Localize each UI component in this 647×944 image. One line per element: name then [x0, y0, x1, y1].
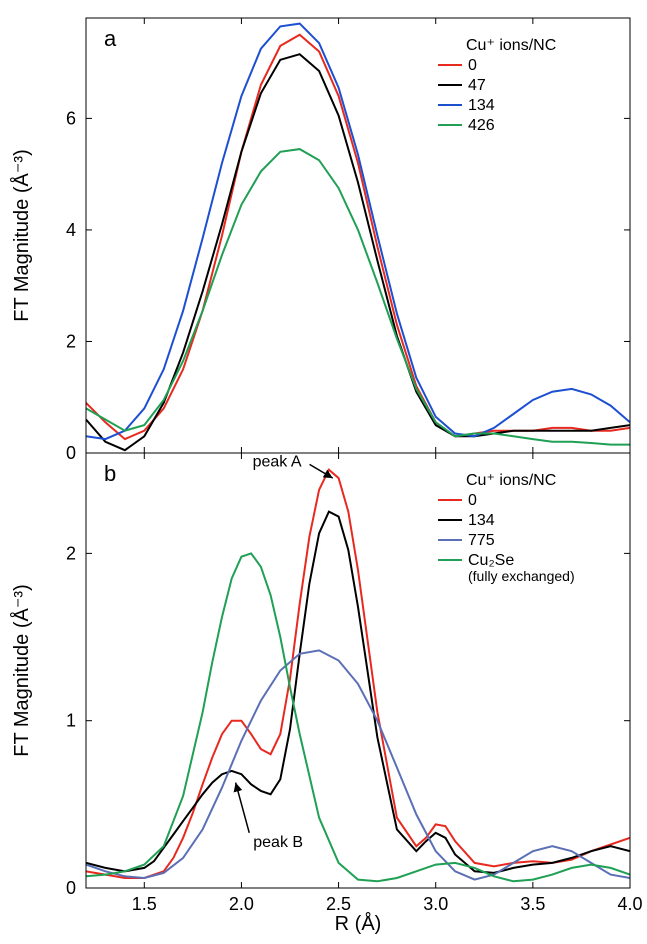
series-0: [86, 470, 630, 878]
svg-text:0: 0: [468, 492, 477, 509]
svg-text:426: 426: [468, 117, 495, 134]
figure: 0 2 4 6 a FT Magnitude (Å⁻³) Cu⁺ ions/NC 0 47 134…: [0, 0, 647, 944]
svg-text:1.5: 1.5: [132, 894, 157, 914]
svg-text:4: 4: [66, 220, 76, 240]
ylabel-a: FT Magnitude (Å⁻³): [10, 149, 33, 321]
svg-text:Cu₂Se: Cu₂Se: [468, 552, 514, 569]
arrow-peak-b: [236, 783, 250, 833]
svg-text:2.0: 2.0: [229, 894, 254, 914]
svg-text:0: 0: [468, 57, 477, 74]
svg-text:3.5: 3.5: [520, 894, 545, 914]
annotation-peak-b: peak B: [253, 834, 303, 851]
chart-svg: 0 2 4 6 a FT Magnitude (Å⁻³) Cu⁺ ions/NC 0 47 134…: [0, 0, 647, 944]
series-775: [86, 650, 630, 879]
svg-text:2.5: 2.5: [326, 894, 351, 914]
svg-text:Cu⁺ ions/NC: Cu⁺ ions/NC: [466, 37, 556, 54]
svg-text:(fully exchanged): (fully exchanged): [468, 568, 575, 584]
svg-text:134: 134: [468, 512, 495, 529]
ylabel-b: FT Magnitude (Å⁻³): [10, 584, 33, 756]
svg-text:Cu⁺ ions/NC: Cu⁺ ions/NC: [466, 472, 556, 489]
panel-b-letter: b: [104, 461, 116, 486]
panel-b-series: [86, 470, 630, 882]
svg-text:3.0: 3.0: [423, 894, 448, 914]
svg-text:47: 47: [468, 77, 486, 94]
panel-a-series: [86, 24, 630, 451]
panel-a-letter: a: [104, 26, 117, 51]
svg-text:134: 134: [468, 97, 495, 114]
legend: Cu⁺ ions/NC 0 134 775 Cu₂Se(fully exchanged): [438, 472, 575, 584]
svg-text:6: 6: [66, 108, 76, 128]
annotation-peak-a: peak A: [253, 453, 302, 470]
svg-text:2: 2: [66, 331, 76, 351]
series-0: [86, 35, 630, 439]
svg-text:775: 775: [468, 532, 495, 549]
svg-text:0: 0: [66, 443, 76, 463]
svg-text:0: 0: [66, 878, 76, 898]
svg-text:2: 2: [66, 543, 76, 563]
xlabel: R (Å): [335, 912, 382, 935]
legend: Cu⁺ ions/NC 0 47 134 426: [438, 37, 556, 134]
svg-text:1: 1: [66, 711, 76, 731]
svg-text:4.0: 4.0: [617, 894, 642, 914]
